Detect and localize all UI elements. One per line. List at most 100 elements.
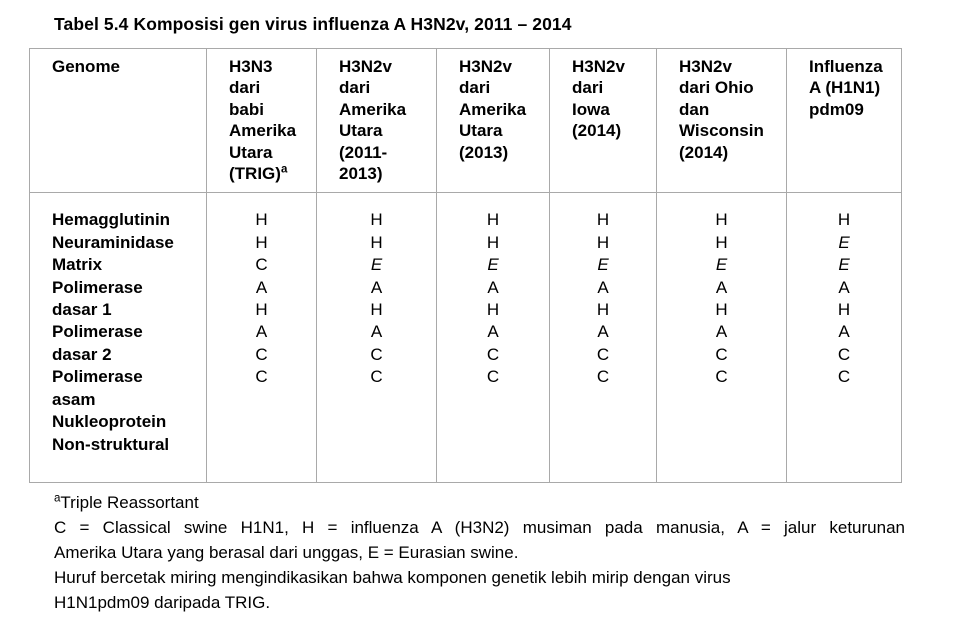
gene-value: A — [715, 277, 728, 297]
table-body-row: Hemagglutinin Neuraminidase Matrix Polimera… — [29, 192, 902, 483]
gene-label-line: Non-struktural — [52, 434, 170, 454]
header-line: dari — [229, 78, 261, 98]
header-line: (2014) — [679, 142, 729, 162]
gene-value: A — [597, 277, 609, 297]
gene-value: A — [487, 322, 499, 342]
gene-value: C — [837, 344, 851, 364]
gene-value: H — [486, 300, 500, 320]
gene-value: H — [255, 232, 268, 252]
header-cell-genome: Genome — [29, 47, 207, 194]
gene-value: A — [597, 322, 609, 342]
gene-value: H — [715, 232, 728, 252]
gene-value: C — [255, 367, 268, 387]
gene-value: H — [486, 210, 500, 230]
header-line: dari — [572, 78, 604, 98]
gene-value: H — [596, 300, 610, 320]
gene-value: C — [715, 367, 728, 387]
gene-label-line: Polimerase — [52, 277, 143, 297]
gene-value: C — [255, 255, 268, 275]
gene-value: C — [837, 367, 851, 387]
header-line: (2014) — [572, 121, 622, 141]
header-line: Influenza — [809, 57, 883, 76]
gene-value: H — [715, 210, 728, 230]
gene-value: E — [487, 255, 499, 275]
gene-composition-table: Genome H3N3 dari babi Amerika Utara (TRIG)a H3… — [29, 47, 902, 483]
header-line: Utara — [229, 142, 273, 162]
gene-value: A — [370, 322, 383, 342]
gene-value: H — [370, 300, 383, 320]
header-cell-trig: H3N3 dari babi Amerika Utara (TRIG)a — [206, 47, 317, 194]
gene-value: H — [255, 210, 268, 230]
header-line: (2013) — [459, 142, 509, 162]
header-line: (TRIG)a — [229, 163, 288, 184]
gene-label-line: dasar 1 — [52, 300, 112, 320]
header-line: (2011- — [339, 142, 388, 162]
gene-value: A — [715, 322, 728, 342]
footnote-triple-reassortant: aTriple Reassortant — [54, 490, 905, 515]
table-caption: Tabel 5.4 Komposisi gen virus influenza … — [54, 14, 572, 34]
gene-label-line: Polimerase — [52, 322, 143, 342]
gene-label-line: dasar 2 — [52, 344, 112, 364]
gene-value: E — [597, 255, 609, 275]
header-line: dari — [459, 78, 491, 98]
gene-value: E — [838, 255, 850, 275]
gene-value: H — [255, 300, 268, 320]
gene-value: A — [838, 277, 850, 297]
gene-value: H — [486, 232, 500, 252]
gene-label-line: Nukleoprotein — [52, 412, 167, 432]
header-line: dan — [679, 99, 710, 119]
gene-value: H — [715, 300, 728, 320]
gene-label-line: Neuraminidase — [52, 232, 174, 252]
gene-value: A — [838, 322, 850, 342]
header-line: dari Ohio — [679, 78, 754, 98]
gene-value: C — [370, 367, 383, 387]
gene-value: H — [596, 210, 610, 230]
header-line: H3N2v — [572, 57, 625, 76]
gene-value: A — [255, 322, 268, 342]
header-line: Amerika — [229, 121, 297, 141]
gene-value: H — [837, 300, 851, 320]
header-cell-iowa-2014: H3N2v dari Iowa (2014) — [549, 47, 657, 194]
footnote-marker-a: a — [54, 492, 61, 505]
gene-value: C — [715, 344, 728, 364]
header-line: Utara — [459, 121, 503, 141]
document-page: Tabel 5.4 Komposisi gen virus influenza … — [0, 14, 957, 615]
gene-value: E — [838, 232, 850, 252]
header-line: H3N3 — [229, 57, 273, 76]
gene-value: C — [370, 344, 383, 364]
header-line: Amerika — [459, 99, 527, 119]
gene-value: E — [715, 255, 728, 275]
gene-label-line: Hemagglutinin — [52, 210, 171, 230]
gene-value: H — [837, 210, 851, 230]
gene-labels-cell: Hemagglutinin Neuraminidase Matrix Polimera… — [29, 192, 207, 483]
gene-value: H — [370, 232, 383, 252]
gene-value: C — [486, 344, 500, 364]
header-line: 2013) — [339, 164, 383, 184]
footnotes: aTriple Reassortant C = Classical swine … — [54, 490, 905, 615]
gene-value: H — [370, 210, 383, 230]
gene-label-line: Matrix — [52, 255, 103, 275]
header-line: Amerika — [339, 99, 407, 119]
header-cell-na-2011-2013: H3N2v dari Amerika Utara (2011- 2013) — [316, 47, 437, 194]
gene-value: A — [255, 277, 268, 297]
footnote-italic-note-line1: Huruf bercetak miring mengindikasikan ba… — [54, 567, 731, 587]
gene-value: C — [486, 367, 500, 387]
header-line: Utara — [339, 121, 383, 141]
table-header-row: Genome H3N3 dari babi Amerika Utara (TRIG)a H3… — [29, 47, 902, 194]
gene-value: C — [255, 344, 268, 364]
header-line: A (H1N1) — [809, 78, 881, 98]
header-line: pdm09 — [809, 99, 864, 119]
footnote-legend-line1: C = Classical swine H1N1, H = influenza … — [54, 517, 905, 537]
gene-value: A — [370, 277, 383, 297]
gene-value: C — [596, 367, 610, 387]
gene-value: C — [596, 344, 610, 364]
header-cell-na-2013: H3N2v dari Amerika Utara (2013) — [436, 47, 550, 194]
gene-value: A — [487, 277, 499, 297]
gene-label-line: Polimerase — [52, 367, 143, 387]
header-line: H3N2v — [339, 57, 392, 76]
header-line: H3N2v — [679, 57, 732, 76]
